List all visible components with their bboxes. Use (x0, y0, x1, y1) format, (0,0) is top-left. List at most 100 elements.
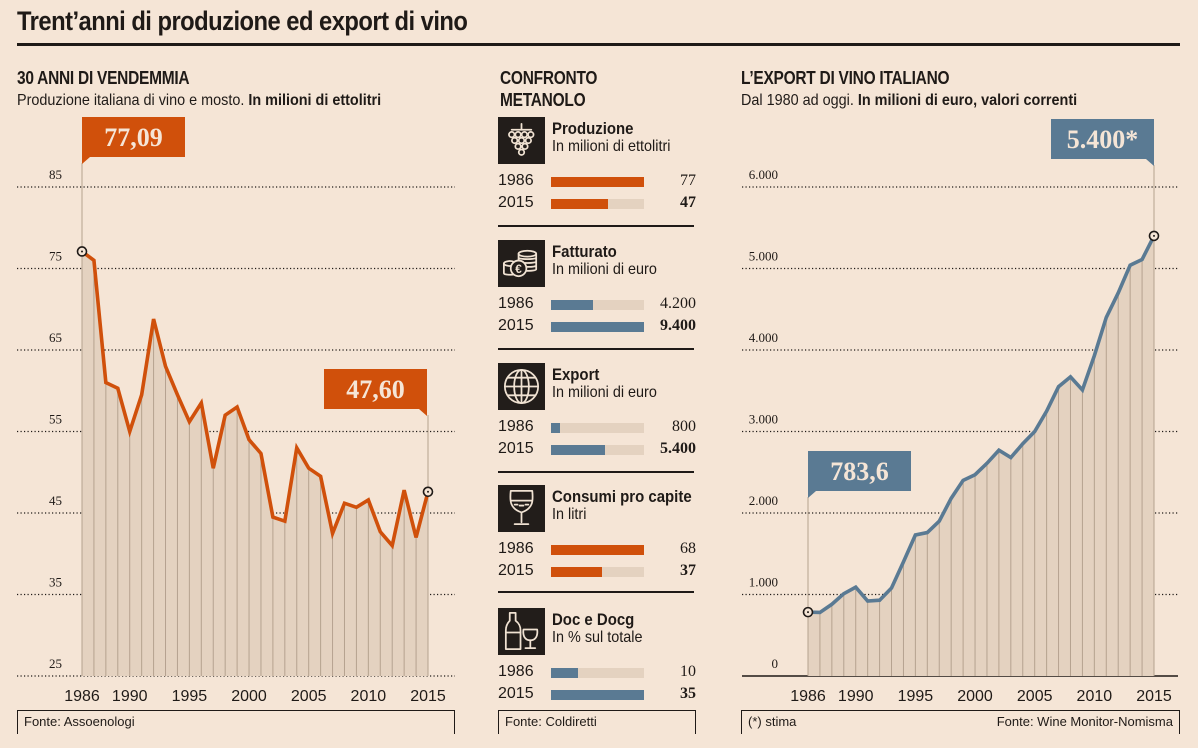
page-title: Trent’anni di produzione ed export di vi… (17, 6, 468, 36)
metric-bar (551, 690, 644, 700)
export-y-tick-label: 1.000 (749, 575, 778, 590)
metric-row-2015: 2015 9.400 (498, 317, 696, 337)
metric-row-2015: 2015 35 (498, 685, 696, 705)
export-callout-label: 5.400* (1067, 125, 1139, 154)
metric-doc-e-docg: Doc e Docg In % sul totale 1986 10 2015 35 (498, 608, 696, 718)
metric-value: 37 (680, 562, 696, 579)
middle-source: Fonte: Coldiretti (505, 714, 597, 729)
metric-icon-box (498, 485, 545, 532)
left-source: Fonte: Assoenologi (24, 714, 135, 729)
metric-bar (551, 177, 644, 187)
production-y-tick-label: 65 (49, 330, 62, 345)
metric-bar (551, 322, 644, 332)
metric-subtitle: In milioni di euro (552, 261, 657, 278)
right-chart-subtitle: Dal 1980 ad oggi. In milioni di euro, va… (741, 92, 1077, 110)
metric-export: Export In milioni di euro 1986 800 2015 5.400 (498, 363, 696, 473)
production-x-tick-label: 1986 (64, 688, 100, 705)
production-y-tick-label: 85 (49, 167, 62, 182)
left-source-box: Fonte: Assoenologi (17, 710, 455, 734)
metric-divider (498, 225, 694, 227)
metric-bar-track (551, 690, 644, 700)
metric-bar (551, 445, 605, 455)
metric-bar-track (551, 668, 644, 678)
export-x-tick-label: 1990 (838, 688, 874, 705)
metric-row-1986: 1986 4.200 (498, 295, 696, 315)
metric-icon-box (498, 363, 545, 410)
right-source: Fonte: Wine Monitor-Nomisma (996, 714, 1173, 729)
metric-value: 10 (680, 663, 696, 680)
metric-row-1986: 1986 10 (498, 663, 696, 683)
metric-value: 35 (680, 685, 696, 702)
metric-year: 2015 (498, 685, 534, 702)
export-x-tick-label: 2010 (1077, 688, 1113, 705)
export-x-tick-label: 2015 (1136, 688, 1172, 705)
left-chart-title: 30 ANNI DI VENDEMMIA (17, 68, 190, 88)
production-x-tick-label: 1990 (112, 688, 148, 705)
metric-year: 2015 (498, 194, 534, 211)
metric-divider (498, 348, 694, 350)
metric-bar-track (551, 177, 644, 187)
metric-row-1986: 1986 800 (498, 418, 696, 438)
production-x-tick-label: 2000 (231, 688, 267, 705)
left-subtitle-bold: In milioni di ettolitri (248, 92, 382, 109)
export-y-tick-label: 4.000 (749, 330, 778, 345)
metric-icon-box (498, 117, 545, 164)
metric-row-2015: 2015 47 (498, 194, 696, 214)
estimate-note: (*) stima (748, 714, 797, 729)
metric-icon-box (498, 608, 545, 655)
metric-year: 1986 (498, 418, 534, 435)
metric-bar (551, 567, 603, 577)
metric-subtitle: In milioni di ettolitri (552, 138, 671, 155)
metric-value: 68 (680, 540, 696, 557)
metric-title: Fatturato (552, 242, 617, 261)
metric-title: Consumi pro capite (552, 487, 692, 506)
metric-bar-track (551, 445, 644, 455)
export-y-tick-label: 2.000 (749, 493, 778, 508)
metric-row-1986: 1986 77 (498, 172, 696, 192)
export-x-tick-label: 1986 (790, 688, 826, 705)
export-x-tick-label: 1995 (898, 688, 934, 705)
metric-bar (551, 199, 608, 209)
export-y-tick-label: 5.000 (749, 249, 778, 264)
metric-year: 2015 (498, 317, 534, 334)
metric-value: 5.400 (660, 440, 696, 457)
middle-title-line1: CONFRONTO (500, 68, 598, 88)
middle-source-box: Fonte: Coldiretti (498, 710, 696, 734)
metric-bar-track (551, 545, 644, 555)
export-x-tick-label: 2005 (1017, 688, 1053, 705)
export-series-line (807, 235, 1156, 615)
metric-value: 800 (672, 418, 696, 435)
export-callout-label: 783,6 (830, 457, 889, 486)
metric-year: 2015 (498, 562, 534, 579)
production-x-tick-label: 1995 (172, 688, 208, 705)
export-endpoint-dot (1153, 234, 1155, 237)
metric-row-2015: 2015 37 (498, 562, 696, 582)
metric-title: Doc e Docg (552, 610, 635, 629)
metric-row-1986: 1986 68 (498, 540, 696, 560)
middle-title-line2: METANOLO (500, 90, 586, 110)
export-area (808, 235, 1154, 676)
left-subtitle-plain: Produzione italiana di vino e mosto. (17, 92, 249, 109)
production-y-tick-label: 35 (49, 575, 62, 590)
production-endpoint-dot (81, 250, 83, 253)
metric-divider (498, 591, 694, 593)
metric-value: 47 (680, 194, 696, 211)
metric-bar (551, 300, 593, 310)
metric-subtitle: In % sul totale (552, 629, 643, 646)
svg-text:€: € (515, 263, 522, 276)
metric-value: 77 (680, 172, 696, 189)
metric-bar (551, 423, 561, 433)
wine-glass-icon (509, 489, 534, 526)
production-x-tick-label: 2010 (351, 688, 387, 705)
metric-icon-box: € (498, 240, 545, 287)
metric-produzione: Produzione In milioni di ettolitri 1986 77 2… (498, 117, 696, 227)
metric-title: Export (552, 365, 600, 384)
production-y-tick-label: 75 (49, 249, 62, 264)
metric-title: Produzione (552, 119, 634, 138)
export-callout-box (808, 451, 911, 498)
metric-bar-track (551, 322, 644, 332)
metric-year: 2015 (498, 440, 534, 457)
production-endpoint-dot (427, 490, 429, 493)
export-endpoint-dot (807, 611, 809, 614)
